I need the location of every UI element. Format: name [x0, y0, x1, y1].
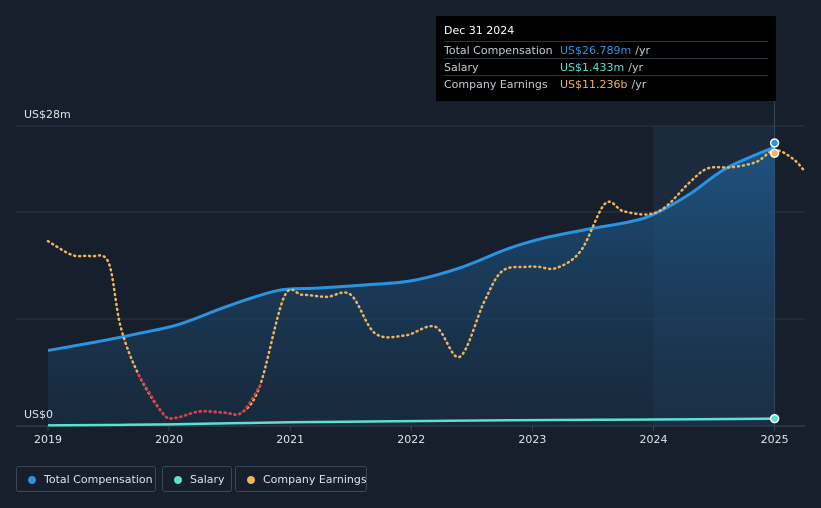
x-tick-label: 2021	[276, 433, 304, 446]
y-tick-label: US$0	[24, 408, 53, 421]
tooltip-date: Dec 31 2024	[444, 24, 515, 37]
legend-label: Total Compensation	[44, 473, 153, 486]
tooltip: Dec 31 2024 Total Compensation US$26.789…	[436, 16, 776, 101]
tooltip-row-total-compensation: Total Compensation US$26.789m/yr	[444, 41, 768, 59]
x-tick-label: 2020	[155, 433, 183, 446]
x-tick-label: 2022	[397, 433, 425, 446]
tooltip-label: Salary	[444, 61, 479, 74]
legend-label: Salary	[190, 473, 225, 486]
x-tick-label: 2019	[34, 433, 62, 446]
x-tick-label: 2025	[761, 433, 789, 446]
legend-dot-icon	[28, 476, 36, 484]
legend-dot-icon	[247, 476, 255, 484]
legend-item-salary[interactable]: Salary	[162, 466, 232, 492]
tooltip-row-salary: Salary US$1.433m/yr	[444, 58, 768, 76]
salary-line	[47, 417, 775, 427]
x-tick-label: 2023	[518, 433, 546, 446]
company-earnings-negative-segment	[137, 373, 262, 420]
y-tick-label: US$28m	[24, 108, 71, 121]
legend-item-company-earnings[interactable]: Company Earnings	[235, 466, 367, 492]
total-compensation-marker	[769, 138, 780, 148]
total-compensation-area	[48, 146, 775, 426]
x-tick-label: 2024	[640, 433, 668, 446]
tooltip-label: Total Compensation	[444, 44, 553, 57]
tooltip-row-company-earnings: Company Earnings US$11.236b/yr	[444, 75, 768, 93]
tooltip-value: US$1.433m/yr	[560, 61, 643, 74]
tooltip-label: Company Earnings	[444, 78, 548, 91]
legend-item-total-compensation[interactable]: Total Compensation	[16, 466, 156, 492]
company-earnings-marker	[769, 148, 780, 159]
legend-dot-icon	[174, 476, 182, 484]
salary-marker	[769, 413, 780, 424]
tooltip-value: US$26.789m/yr	[560, 44, 650, 57]
tooltip-value: US$11.236b/yr	[560, 78, 647, 91]
legend-label: Company Earnings	[263, 473, 367, 486]
